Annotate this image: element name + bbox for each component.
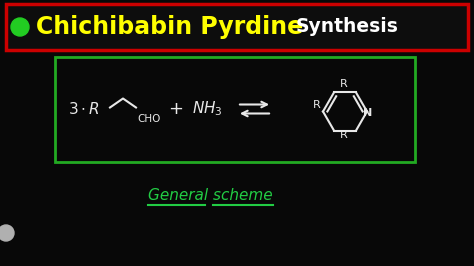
Bar [6, 4, 468, 50]
Text: General scheme: General scheme [148, 188, 273, 202]
Text: +: + [168, 99, 183, 118]
Text: $3 \cdot R$: $3 \cdot R$ [68, 102, 100, 118]
Bar [55, 57, 415, 162]
Text: R: R [340, 80, 348, 89]
Circle shape [0, 225, 14, 241]
Circle shape [11, 18, 29, 36]
Text: N: N [364, 107, 373, 118]
Text: Chichibabin Pyrdine: Chichibabin Pyrdine [36, 15, 303, 39]
Text: CHO: CHO [137, 114, 160, 124]
Text: Synthesis: Synthesis [296, 18, 399, 36]
Text: $NH_3$: $NH_3$ [192, 99, 223, 118]
Text: R: R [313, 99, 321, 110]
Text: R: R [340, 130, 348, 140]
